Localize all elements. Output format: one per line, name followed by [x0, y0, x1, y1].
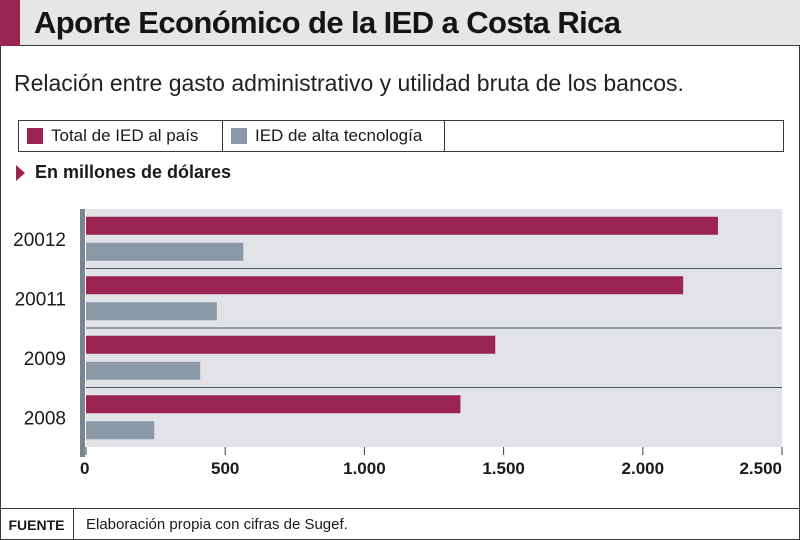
bar-20012-total — [86, 217, 718, 235]
bar-20011-tech — [86, 302, 217, 320]
legend-swatch-total — [27, 128, 43, 144]
x-tick-label: 0 — [80, 459, 89, 478]
legend-label-tech: IED de alta tecnología — [255, 126, 422, 146]
y-axis-line — [80, 209, 85, 457]
unit-label: En millones de dólares — [35, 162, 231, 183]
legend-swatch-tech — [231, 128, 247, 144]
x-tick-label: 1.000 — [343, 459, 386, 478]
category-label: 20012 — [13, 230, 66, 251]
bar-20012-tech — [86, 243, 243, 261]
legend-item-tech: IED de alta tecnología — [223, 121, 445, 151]
footer: FUENTE Elaboración propia con cifras de … — [0, 508, 800, 540]
bar-2008-total — [86, 395, 460, 413]
bar-2008-tech — [86, 421, 154, 439]
x-tick-label: 1.500 — [482, 459, 525, 478]
page-title: Aporte Económico de la IED a Costa Rica — [34, 5, 620, 41]
bar-chart: 20012 20011 2009 2008 0 500 1.000 1.500 2.000 2.5… — [0, 195, 800, 485]
category-label: 2008 — [24, 408, 66, 429]
x-tick-label: 2.000 — [622, 459, 665, 478]
category-label: 20011 — [15, 289, 66, 310]
legend-item-total: Total de IED al país — [19, 121, 223, 151]
chart-legend: Total de IED al país IED de alta tecnolo… — [18, 120, 784, 152]
triangle-bullet-icon — [16, 165, 25, 181]
header-accent — [0, 0, 20, 46]
x-tick-label: 2.500 — [739, 459, 782, 478]
x-tick-label: 500 — [211, 459, 239, 478]
source-text: Elaboración propia con cifras de Sugef. — [86, 509, 348, 540]
legend-label-total: Total de IED al país — [51, 126, 198, 146]
bar-2009-tech — [86, 362, 200, 380]
bar-20011-total — [86, 276, 683, 294]
chart-subtitle: Relación entre gasto administrativo y ut… — [14, 70, 684, 97]
bar-2009-total — [86, 336, 495, 354]
header-bar: Aporte Económico de la IED a Costa Rica — [0, 0, 800, 46]
category-label: 2009 — [24, 349, 66, 370]
source-label: FUENTE — [0, 509, 74, 540]
unit-row: En millones de dólares — [16, 162, 231, 183]
